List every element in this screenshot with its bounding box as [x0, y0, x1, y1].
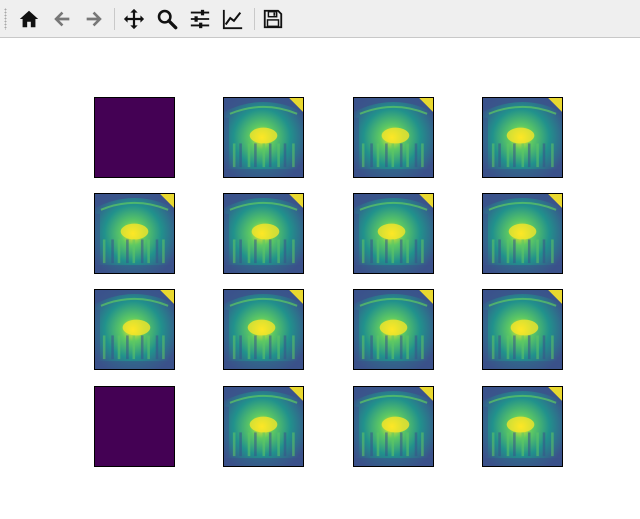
- forward-button[interactable]: [81, 6, 107, 32]
- panel-image: [224, 98, 303, 177]
- panel-image: [483, 387, 562, 466]
- navigation-toolbar: [0, 0, 640, 38]
- subplot-image: [353, 97, 434, 178]
- subplot-image: [223, 193, 304, 274]
- panel-image: [224, 290, 303, 369]
- save-floppy-icon: [263, 9, 283, 29]
- panel-image: [354, 194, 433, 273]
- toolbar-separator: [114, 8, 115, 30]
- toolbar-separator: [254, 8, 255, 30]
- subplot-image: [353, 193, 434, 274]
- subplot-empty: [94, 97, 175, 178]
- toolbar-grip[interactable]: [4, 8, 7, 30]
- subplot-image: [353, 386, 434, 467]
- home-button[interactable]: [16, 6, 42, 32]
- panel-image: [354, 290, 433, 369]
- back-arrow-icon: [54, 11, 70, 27]
- home-icon: [19, 10, 39, 28]
- configure-subplots-icon: [190, 9, 210, 29]
- panel-image: [483, 194, 562, 273]
- forward-arrow-icon: [86, 11, 102, 27]
- subplot-image: [223, 386, 304, 467]
- figure-canvas[interactable]: [0, 38, 640, 519]
- edit-axis-lines-icon: [222, 9, 243, 30]
- panel-image: [483, 98, 562, 177]
- zoom-button[interactable]: [154, 6, 180, 32]
- panel-image: [354, 98, 433, 177]
- subplot-image: [482, 386, 563, 467]
- subplot-image: [482, 97, 563, 178]
- pan-move-icon: [123, 8, 145, 30]
- back-button[interactable]: [49, 6, 75, 32]
- edit-axis-button[interactable]: [220, 6, 246, 32]
- subplot-image: [223, 289, 304, 370]
- panel-image: [224, 194, 303, 273]
- subplot-image: [94, 289, 175, 370]
- panel-image: [95, 194, 174, 273]
- save-button[interactable]: [260, 6, 286, 32]
- subplot-image: [94, 193, 175, 274]
- panel-image: [354, 387, 433, 466]
- subplot-image: [353, 289, 434, 370]
- panel-image: [95, 290, 174, 369]
- subplot-image: [482, 289, 563, 370]
- subplot-image: [482, 193, 563, 274]
- zoom-magnifier-icon: [157, 9, 178, 30]
- subplot-image: [223, 97, 304, 178]
- panel-image: [483, 290, 562, 369]
- pan-button[interactable]: [121, 6, 147, 32]
- subplot-empty: [94, 386, 175, 467]
- configure-subplots-button[interactable]: [187, 6, 213, 32]
- panel-image: [224, 387, 303, 466]
